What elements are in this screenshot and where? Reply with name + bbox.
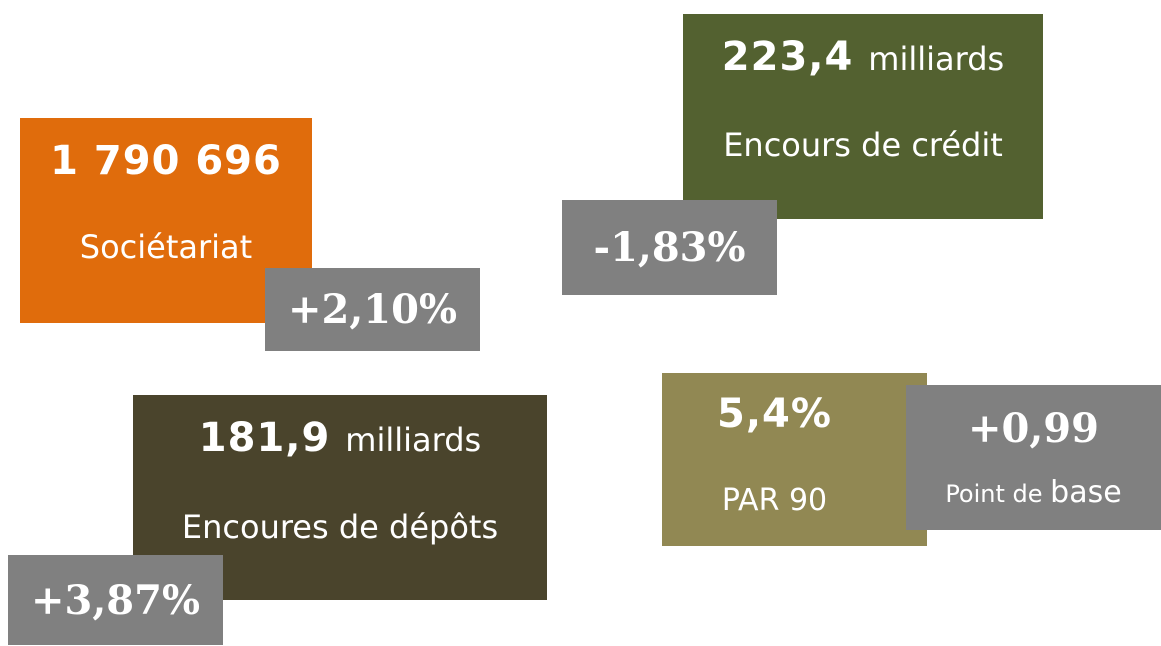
change-box: +0,99 Point de base bbox=[906, 385, 1161, 530]
card-value: 223,4 milliards bbox=[683, 34, 1043, 80]
note: base bbox=[1050, 475, 1122, 510]
unit: milliards bbox=[345, 421, 482, 459]
change-box: +2,10% bbox=[265, 268, 480, 351]
value: 223,4 bbox=[721, 34, 854, 80]
card-label: PAR 90 bbox=[721, 483, 828, 518]
unit: milliards bbox=[868, 40, 1005, 78]
value: 181,9 bbox=[198, 415, 331, 461]
change-value: -1,83% bbox=[593, 224, 746, 271]
card-value: 181,9 milliards bbox=[133, 415, 547, 461]
card: 223,4 milliards Encours de crédit bbox=[683, 14, 1043, 219]
change-note: Point de base bbox=[906, 475, 1161, 510]
change-box: +3,87% bbox=[8, 555, 223, 645]
card: 5,4% PAR 90 bbox=[662, 373, 927, 546]
change-value: +0,99 bbox=[968, 405, 1099, 452]
card-label: Sociétariat bbox=[79, 228, 253, 266]
card-label: Encoures de dépôts bbox=[181, 508, 499, 546]
change-value: +3,87% bbox=[31, 577, 200, 624]
change-value: +2,10% bbox=[288, 286, 457, 333]
card: 1 790 696 Sociétariat bbox=[20, 118, 312, 323]
card-label: Encours de crédit bbox=[723, 126, 1003, 164]
card-value: 5,4% bbox=[717, 391, 832, 437]
note-small: Point de bbox=[945, 480, 1043, 508]
card-value: 1 790 696 bbox=[50, 138, 282, 184]
change-box: -1,83% bbox=[562, 200, 777, 295]
